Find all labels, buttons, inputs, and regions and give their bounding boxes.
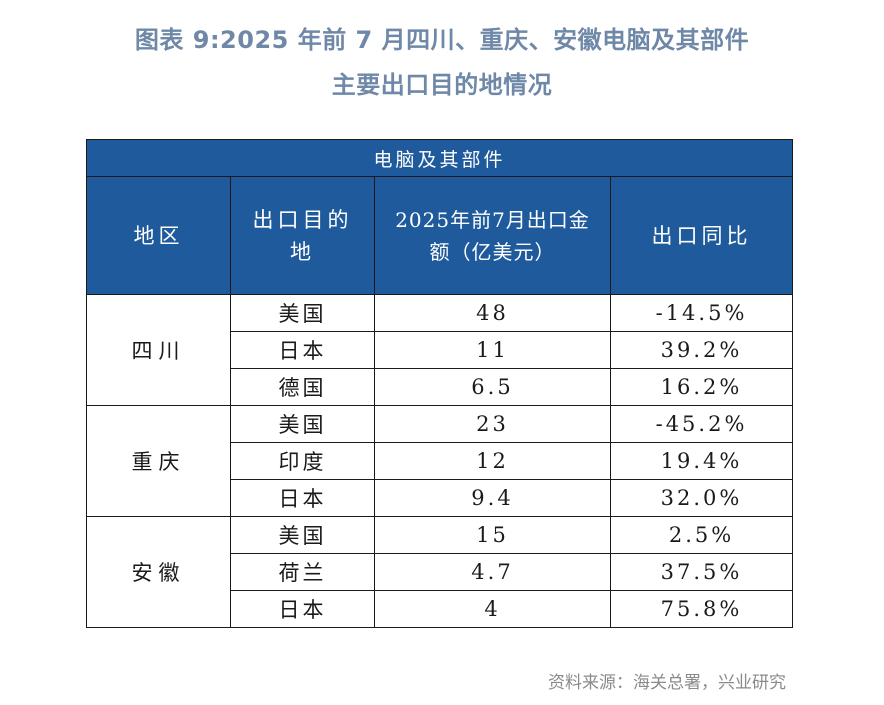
- amount-cell: 23: [374, 405, 611, 443]
- table-row: 日本 4 75.8%: [87, 590, 794, 628]
- table-row: 日本 11 39.2%: [87, 331, 794, 369]
- yoy-cell: -14.5%: [609, 294, 794, 332]
- table-row: 重庆 美国 23 -45.2%: [86, 405, 794, 517]
- header-region: 地区: [86, 176, 231, 295]
- amount-cell: 11: [374, 331, 611, 369]
- header-destination: 出口目的地: [230, 176, 375, 295]
- destination-cell: 德国: [230, 368, 375, 406]
- header-yoy: 出口同比: [609, 176, 794, 295]
- amount-cell: 12: [374, 442, 611, 480]
- export-table: 电脑及其部件 地区 出口目的地 2025年前7月出口金额（亿美元） 出口同比 四…: [85, 139, 794, 628]
- yoy-cell: -45.2%: [609, 405, 794, 443]
- figure-title-line-1: 图表 9:2025 年前 7 月四川、重庆、安徽电脑及其部件: [134, 26, 750, 54]
- table-row: 印度 12 19.4%: [87, 442, 794, 480]
- destination-cell: 荷兰: [230, 553, 375, 591]
- figure-title-line-2: 主要出口目的地情况: [331, 71, 553, 99]
- destination-cell: 美国: [230, 294, 375, 332]
- header-amount: 2025年前7月出口金额（亿美元）: [374, 176, 611, 295]
- table-banner: 电脑及其部件: [85, 139, 794, 177]
- region-cell: 四川: [86, 294, 231, 406]
- destination-cell: 美国: [230, 405, 375, 443]
- amount-cell: 6.5: [374, 368, 611, 406]
- source-note: 资料来源：海关总署，兴业研究: [548, 673, 786, 693]
- table-row: 四川 美国 48 -14.5%: [86, 294, 794, 406]
- table-row: 安徽 美国 15 2.5%: [86, 516, 794, 628]
- destination-cell: 日本: [230, 331, 375, 369]
- yoy-cell: 16.2%: [609, 368, 794, 406]
- amount-cell: 4.7: [374, 553, 611, 591]
- destination-cell: 美国: [230, 516, 375, 554]
- yoy-cell: 39.2%: [609, 331, 794, 369]
- destination-cell: 日本: [230, 479, 375, 517]
- yoy-cell: 19.4%: [609, 442, 794, 480]
- yoy-cell: 32.0%: [609, 479, 794, 517]
- amount-cell: 48: [374, 294, 611, 332]
- region-cell: 安徽: [86, 516, 231, 628]
- amount-cell: 9.4: [374, 479, 611, 517]
- destination-cell: 日本: [230, 590, 375, 628]
- amount-cell: 4: [374, 590, 611, 628]
- table-row: 德国 6.5 16.2%: [87, 368, 794, 406]
- table-row: 日本 9.4 32.0%: [87, 479, 794, 517]
- yoy-cell: 2.5%: [609, 516, 794, 554]
- destination-cell: 印度: [230, 442, 375, 480]
- yoy-cell: 75.8%: [609, 590, 794, 628]
- region-cell: 重庆: [86, 405, 231, 517]
- yoy-cell: 37.5%: [609, 553, 794, 591]
- amount-cell: 15: [374, 516, 611, 554]
